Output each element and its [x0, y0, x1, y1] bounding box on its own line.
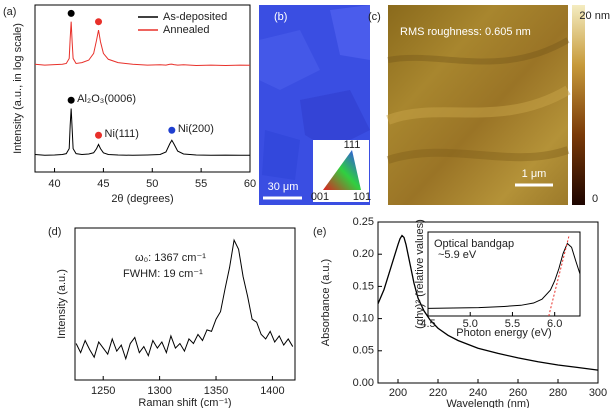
plot-frame [74, 227, 296, 381]
x-tick-label: 1300 [147, 385, 171, 397]
panel-label: (e) [313, 226, 326, 238]
y-tick-label: 0.05 [353, 345, 374, 357]
grain [330, 5, 370, 60]
y-tick-label: 0.10 [353, 313, 374, 325]
x-tick-label: 300 [589, 387, 607, 399]
legend-label: As-deposited [163, 11, 227, 23]
y-tick-label: 0.15 [353, 280, 374, 292]
y-axis-label: (αhν)² (relative values) [414, 219, 426, 329]
grain [259, 30, 320, 90]
x-tick-label: 4.5 [420, 318, 435, 330]
peak-marker [67, 9, 75, 17]
annotation: ω₀: 1367 cm⁻¹ [135, 252, 206, 264]
x-tick-label: 220 [429, 387, 447, 399]
x-tick-label: 200 [389, 387, 407, 399]
series-line [548, 235, 570, 317]
texture [386, 85, 571, 125]
series-line [377, 234, 599, 371]
legend-label: Annealed [163, 24, 210, 36]
caption: RMS roughness: 0.605 nm [400, 26, 531, 38]
plot-frame [427, 231, 581, 317]
annotation: FWHM: 19 cm⁻¹ [123, 268, 203, 280]
x-axis-label: 2θ (degrees) [111, 193, 173, 205]
y-axis-label: Intensity (a.u.) [56, 269, 68, 339]
x-tick-label: 1250 [91, 385, 115, 397]
key-label: 001 [311, 191, 329, 203]
ebsd-panel: 111 001 101 30 μm (b) [259, 5, 371, 205]
x-axis-label: Raman shift (cm⁻¹) [138, 397, 231, 408]
plot-frame [34, 4, 251, 173]
x-tick-label: 5.0 [463, 318, 478, 330]
ipf-triangle [323, 150, 361, 190]
annotation: ~5.9 eV [438, 249, 477, 261]
afm-panel: RMS roughness: 0.605 nm 1 μm (c) 20 nm 0 [368, 5, 610, 205]
colorbar-label: 20 nm [579, 10, 610, 22]
x-tick-label: 260 [509, 387, 527, 399]
x-tick-label: 1400 [260, 385, 284, 397]
x-tick-label: 55 [195, 178, 207, 190]
y-axis-label: Absorbance (a.u.) [320, 259, 332, 346]
colorbar [572, 5, 585, 205]
x-tick-label: 240 [469, 387, 487, 399]
series-line [427, 242, 581, 309]
y-tick-label: 0.20 [353, 248, 374, 260]
panel-label: (c) [368, 11, 381, 23]
x-tick-label: 60 [244, 178, 256, 190]
y-tick-label: 0.25 [353, 216, 374, 228]
x-tick-label: 40 [48, 178, 60, 190]
y-axis-label: Intensity (a.u., in log scale) [12, 23, 24, 154]
x-axis-label: Wavelength (nm) [446, 398, 529, 408]
grain [300, 90, 370, 150]
peak-marker [168, 126, 176, 134]
panel-label: (b) [274, 11, 287, 23]
series-line [34, 108, 250, 156]
x-tick-label: 45 [97, 178, 109, 190]
texture [387, 37, 570, 65]
panel-label: (a) [3, 6, 16, 18]
peak-label: Ni(111) [105, 128, 139, 140]
peak-label: Al₂O₃(0006) [77, 93, 136, 105]
x-tick-label: 1350 [204, 385, 228, 397]
peak-marker [95, 131, 103, 139]
x-tick-label: 6.0 [547, 318, 562, 330]
grain [262, 130, 300, 180]
series-line [75, 238, 294, 361]
series-line [34, 21, 251, 66]
x-tick-label: 50 [146, 178, 158, 190]
key-label: 111 [344, 139, 361, 151]
panel-label: (d) [48, 226, 61, 238]
colorbar-label: 0 [592, 193, 598, 205]
x-tick-label: 5.5 [505, 318, 520, 330]
peak-marker [67, 96, 75, 104]
texture [386, 146, 570, 164]
y-tick-label: 0.00 [353, 377, 374, 389]
annotation: Optical bandgap [434, 238, 514, 250]
scale-bar-label: 30 μm [268, 181, 299, 193]
scale-bar-label: 1 μm [522, 168, 547, 180]
key-label: 101 [353, 191, 371, 203]
x-axis-label: Photon energy (eV) [456, 327, 551, 339]
x-tick-label: 280 [549, 387, 567, 399]
peak-label: Ni(200) [178, 123, 214, 135]
peak-marker [95, 18, 103, 26]
